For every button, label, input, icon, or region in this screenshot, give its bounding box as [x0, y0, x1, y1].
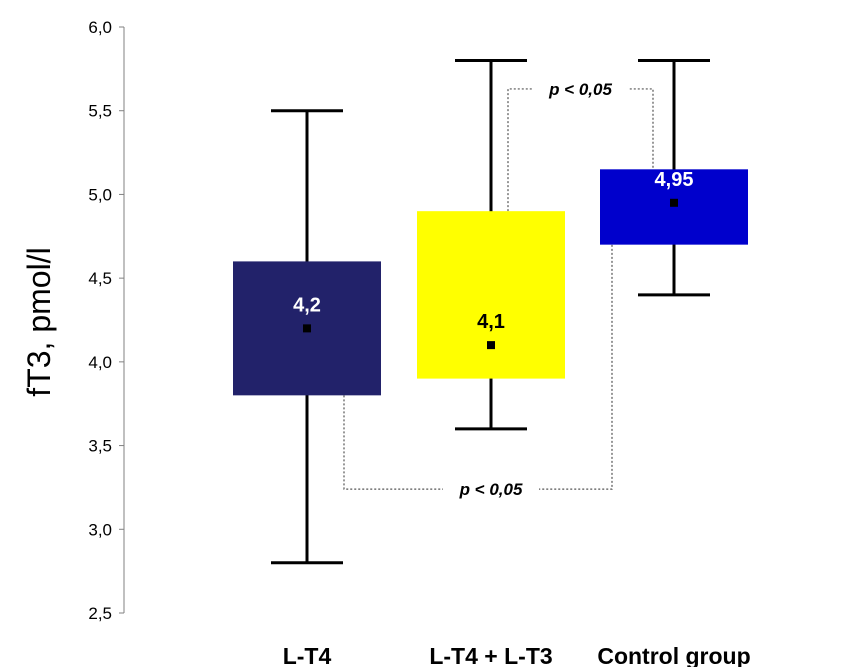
mean-marker: [487, 341, 495, 350]
label-background: [443, 478, 539, 501]
label-background: [532, 77, 629, 100]
significance-annotations: p < 0,05 p < 0,05: [343, 77, 654, 501]
axes: 2,5 3,0 3,5 4,0 4,5 5,0 5,5 6,0: [88, 18, 125, 623]
category-label: L-T4 + L-T3: [429, 643, 552, 667]
y-tick-label: 5,5: [88, 102, 112, 121]
value-label: 4,95: [655, 169, 694, 191]
bracket-line: [507, 88, 654, 212]
value-label: 4,1: [477, 311, 505, 333]
box-rect: [417, 211, 565, 379]
category-labels: L-T4 L-T4 + L-T3 Control group: [283, 643, 751, 667]
box-rect: [600, 169, 748, 245]
p-value-label: p < 0,05: [459, 480, 523, 499]
p-value-label: p < 0,05: [548, 80, 612, 99]
mean-marker: [670, 198, 678, 207]
y-tick-label: 2,5: [88, 604, 112, 623]
y-tick-label: 4,5: [88, 269, 112, 288]
y-tick-label: 4,0: [88, 353, 112, 372]
p-value-bracket: p < 0,05: [343, 244, 613, 501]
box-group: 4,95: [600, 58, 748, 297]
boxes: 4,2 4,1 4,95: [233, 58, 748, 565]
category-label: L-T4: [283, 643, 332, 667]
category-label: Control group: [597, 643, 750, 667]
y-axis-title: fT3, pmol/l: [21, 247, 57, 396]
mean-marker: [303, 324, 311, 333]
y-tick-label: 3,0: [88, 520, 112, 539]
p-value-bracket: p < 0,05: [507, 77, 654, 212]
y-tick-label: 3,5: [88, 437, 112, 456]
value-label: 4,2: [293, 294, 321, 316]
y-tick-label: 5,0: [88, 185, 112, 204]
box-group: 4,2: [233, 109, 381, 565]
y-tick-label: 6,0: [88, 18, 112, 37]
box-group: 4,1: [417, 58, 565, 431]
